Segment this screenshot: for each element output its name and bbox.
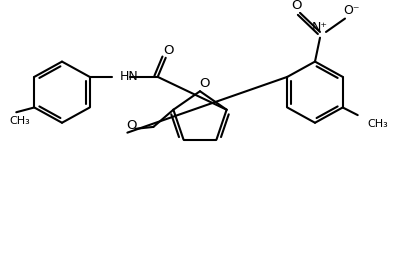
Text: O: O bbox=[164, 44, 174, 56]
Text: CH₃: CH₃ bbox=[368, 119, 389, 129]
Text: CH₃: CH₃ bbox=[9, 116, 30, 126]
Text: N⁺: N⁺ bbox=[312, 21, 328, 34]
Text: O: O bbox=[126, 119, 136, 132]
Text: HN: HN bbox=[120, 70, 138, 83]
Text: O: O bbox=[291, 0, 301, 12]
Text: O⁻: O⁻ bbox=[344, 4, 360, 17]
Text: O: O bbox=[199, 77, 209, 90]
